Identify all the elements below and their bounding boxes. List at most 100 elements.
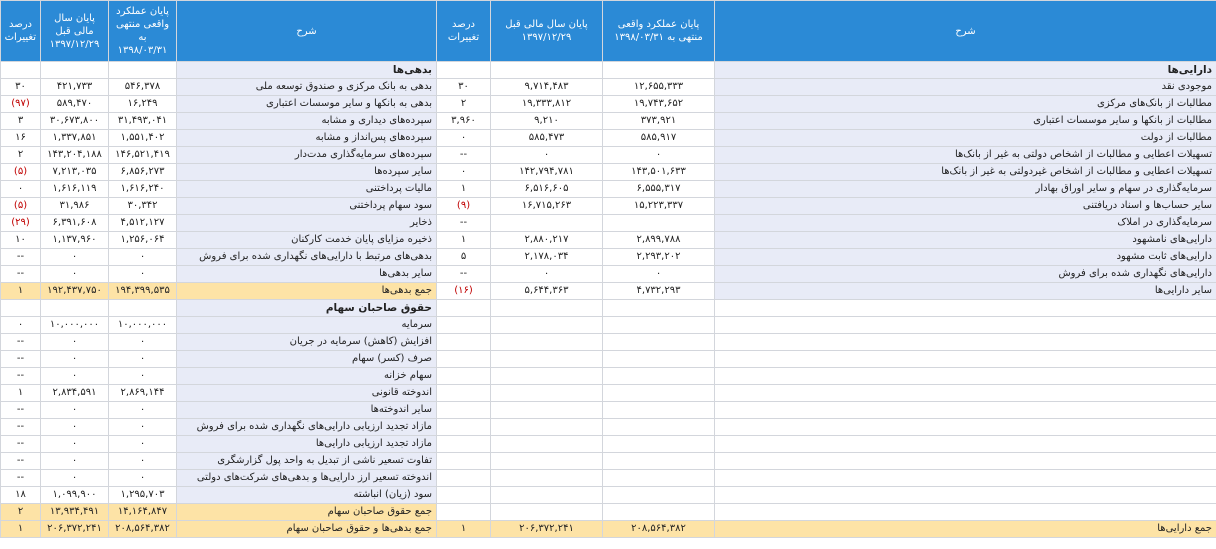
row-label: مازاد تجدید ارزیابی دارایی‌ها: [176, 435, 437, 453]
change-cell: [436, 367, 491, 385]
current-cell: ۰: [108, 435, 177, 453]
row-label: [714, 384, 1216, 402]
current-cell: ۱۶,۲۴۹: [108, 95, 177, 113]
current-cell: ۱۹۴,۳۹۹,۵۳۵: [108, 282, 177, 300]
previous-cell: ۰: [40, 452, 109, 470]
previous-cell: ۰: [40, 333, 109, 351]
table-row: سرمایه ۱۰,۰۰۰,۰۰۰ ۱۰,۰۰۰,۰۰۰ ۰: [0, 316, 1216, 334]
row-label: مطالبات از بانکها و سایر موسسات اعتباری: [714, 112, 1216, 130]
row-label: دارایی‌های نگهداری شده برای فروش: [714, 265, 1216, 283]
previous-cell: ۰: [490, 146, 603, 164]
current-cell: ۱۵,۲۲۳,۳۳۷: [602, 197, 715, 215]
previous-cell: ۶,۳۹۱,۶۰۸: [40, 214, 109, 232]
current-cell: [602, 384, 715, 402]
row-label: سرمایه: [176, 316, 437, 334]
change-cell: [436, 435, 491, 453]
change-cell: [436, 503, 491, 521]
previous-cell: ۱۹,۳۳۳,۸۱۲: [490, 95, 603, 113]
header-cell: پایان سال مالی قبل ۱۳۹۷/۱۲/۲۹: [40, 0, 109, 62]
previous-cell: [490, 350, 603, 368]
previous-cell: ۵,۶۴۴,۳۶۳: [490, 282, 603, 300]
previous-cell: [490, 452, 603, 470]
change-cell: ۰: [436, 163, 491, 181]
previous-cell: [490, 486, 603, 504]
change-cell: ۱: [436, 520, 491, 538]
row-label: [714, 486, 1216, 504]
row-label: تسهیلات اعطایی و مطالبات از اشخاص غیردول…: [714, 163, 1216, 181]
previous-cell: [490, 367, 603, 385]
current-cell: ۴,۵۱۲,۱۲۷: [108, 214, 177, 232]
current-cell: [602, 316, 715, 334]
change-cell: [436, 384, 491, 402]
previous-cell: ۵۸۵,۴۷۳: [490, 129, 603, 147]
header-cell: پایان عملکرد واقعی منتهی به ۱۳۹۸/۰۳/۳۱: [108, 0, 177, 62]
current-cell: ۱,۲۵۶,۰۶۴: [108, 231, 177, 249]
row-label: سایر دارایی‌ها: [714, 282, 1216, 300]
change-cell: --: [0, 367, 41, 385]
row-label: بدهی‌ها: [176, 61, 437, 79]
row-label: دارایی‌های نامشهود: [714, 231, 1216, 249]
current-cell: ۵۴۶,۳۷۸: [108, 78, 177, 96]
change-cell: --: [0, 265, 41, 283]
current-cell: ۶,۵۵۵,۳۱۷: [602, 180, 715, 198]
table-row: سایر اندوخته‌ها ۰ ۰ --: [0, 401, 1216, 419]
row-label: صرف (کسر) سهام: [176, 350, 437, 368]
row-label: [714, 452, 1216, 470]
current-cell: ۲۰۸,۵۶۴,۳۸۲: [108, 520, 177, 538]
previous-cell: ۱۴۳,۲۰۴,۱۸۸: [40, 146, 109, 164]
row-label: سپرده‌های سرمایه‌گذاری مدت‌دار: [176, 146, 437, 164]
row-label: سود (زیان) انباشته: [176, 486, 437, 504]
previous-cell: ۳۱,۹۸۶: [40, 197, 109, 215]
previous-cell: ۴۲۱,۷۳۳: [40, 78, 109, 96]
current-cell: ۲,۸۶۹,۱۴۴: [108, 384, 177, 402]
current-cell: ۰: [108, 418, 177, 436]
previous-cell: ۰: [40, 367, 109, 385]
change-cell: --: [0, 350, 41, 368]
table-row: سرمایه‌گذاری در املاک -- ذخایر ۴,۵۱۲,۱۲۷ ۶,۳…: [0, 214, 1216, 232]
table-row: سود (زیان) انباشته ۱,۲۹۵,۷۰۳ ۱,۰۹۹,۹۰۰ ۱۸: [0, 486, 1216, 504]
table-row: مازاد تجدید ارزیابی دارایی‌های نگهداری ش…: [0, 418, 1216, 436]
previous-cell: [490, 333, 603, 351]
change-cell: (۱۶): [436, 282, 491, 300]
change-cell: --: [0, 418, 41, 436]
current-cell: ۱۹,۷۴۳,۶۵۲: [602, 95, 715, 113]
previous-cell: ۰: [40, 350, 109, 368]
previous-cell: ۷,۲۱۳,۰۳۵: [40, 163, 109, 181]
row-label: مطالبات از بانک‌های مرکزی: [714, 95, 1216, 113]
table-row: مطالبات از بانک‌های مرکزی ۱۹,۷۴۳,۶۵۲ ۱۹,۳۳…: [0, 95, 1216, 113]
change-cell: (۵): [0, 163, 41, 181]
previous-cell: [40, 61, 109, 79]
row-label: [714, 367, 1216, 385]
current-cell: ۲,۸۹۹,۷۸۸: [602, 231, 715, 249]
current-cell: ۰: [108, 333, 177, 351]
header-cell: شرح: [176, 0, 437, 62]
change-cell: [436, 333, 491, 351]
row-label: بدهی‌های مرتبط با دارایی‌های نگهداری شده…: [176, 248, 437, 266]
row-label: [714, 401, 1216, 419]
row-label: سهام خزانه: [176, 367, 437, 385]
current-cell: ۰: [108, 401, 177, 419]
previous-cell: [490, 401, 603, 419]
table-row: صرف (کسر) سهام ۰ ۰ --: [0, 350, 1216, 368]
change-cell: ۳,۹۶۰: [436, 112, 491, 130]
current-cell: [602, 401, 715, 419]
change-cell: --: [0, 401, 41, 419]
balance-sheet: شرح پایان عملکرد واقعی منتهی به ۱۳۹۸/۰۳/…: [0, 0, 1216, 538]
previous-cell: ۱۰,۰۰۰,۰۰۰: [40, 316, 109, 334]
previous-cell: [490, 384, 603, 402]
table-row: دارایی‌های نگهداری شده برای فروش ۰ ۰ -- سایر…: [0, 265, 1216, 283]
current-cell: [602, 350, 715, 368]
current-cell: [602, 299, 715, 317]
row-label: جمع حقوق صاحبان سهام: [176, 503, 437, 521]
table-row: افزایش (کاهش) سرمایه در جریان ۰ ۰ --: [0, 333, 1216, 351]
current-cell: ۱۲,۶۵۵,۳۳۳: [602, 78, 715, 96]
current-cell: ۳۰,۳۴۲: [108, 197, 177, 215]
row-label: ذخیره مزایای پایان خدمت کارکنان: [176, 231, 437, 249]
table-row: سایر دارایی‌ها ۴,۷۳۲,۲۹۳ ۵,۶۴۴,۳۶۳ (۱۶) جمع …: [0, 282, 1216, 300]
previous-cell: ۱۳,۹۳۴,۴۹۱: [40, 503, 109, 521]
change-cell: ۲: [436, 95, 491, 113]
change-cell: --: [0, 248, 41, 266]
table-row: دارایی‌های ثابت مشهود ۲,۲۹۳,۲۰۲ ۲,۱۷۸,۰۳۴ ۵…: [0, 248, 1216, 266]
row-label: مالیات پرداختنی: [176, 180, 437, 198]
